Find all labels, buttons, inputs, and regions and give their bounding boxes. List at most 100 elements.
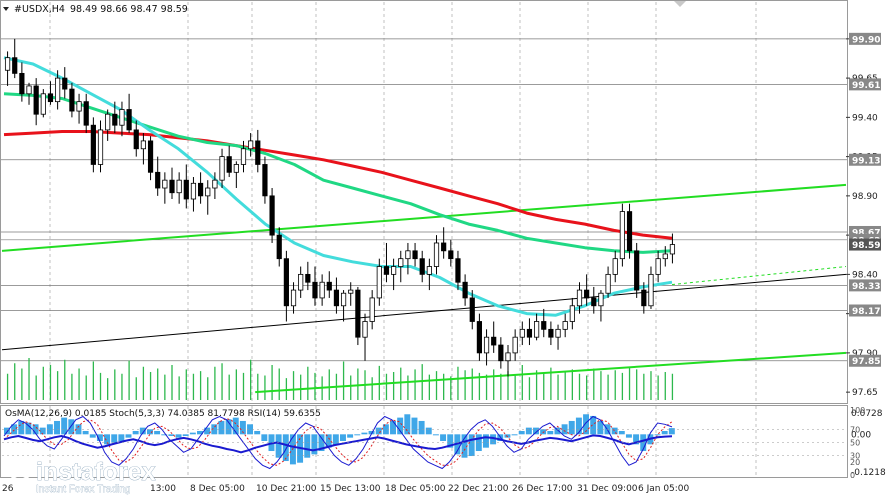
candle-body	[26, 85, 32, 95]
candle-body	[634, 250, 640, 291]
candle-body	[355, 289, 361, 338]
price-tag-label: 98.33	[852, 282, 880, 292]
indicator-tick-label: 30	[850, 452, 860, 461]
price-tag-label: 99.13	[852, 156, 880, 166]
time-tick-label: 22 Dec 21:00	[448, 484, 509, 494]
moving-average-cyan	[3, 56, 673, 317]
osma-bar	[332, 434, 339, 445]
osma-bar	[525, 427, 532, 435]
price-tag	[849, 238, 881, 251]
osma-bar	[397, 417, 404, 435]
osma-bar	[575, 417, 582, 435]
candle-body	[662, 253, 668, 260]
osma-bar	[247, 424, 254, 435]
indicator-tick-label: 0.0728	[851, 409, 883, 419]
candle-body	[448, 250, 454, 260]
time-tick-label: 15 Dec 13:00	[320, 484, 381, 494]
indicator-tick-label: 70	[850, 426, 860, 435]
indicator-panel[interactable]	[2, 406, 846, 477]
candle-body	[441, 242, 447, 252]
candle-body	[55, 77, 61, 103]
osma-bar	[197, 430, 203, 435]
indicator-tick-label: 20	[850, 458, 860, 467]
candle-body	[269, 195, 275, 236]
osma-bar	[168, 434, 175, 436]
osma-bar	[68, 419, 75, 435]
osma-bar	[89, 434, 96, 438]
time-axis: 8 Dec 05:00 10 Dec 21:00 15 Dec 13:00 18 De…	[2, 484, 690, 494]
candle-body	[491, 336, 497, 346]
osma-bar	[590, 415, 597, 435]
osma-bar	[432, 434, 439, 436]
osma-bar	[382, 424, 389, 435]
candle-body	[512, 336, 518, 354]
candle-body	[605, 273, 611, 294]
osma-bar	[232, 417, 239, 435]
shift-marker-icon[interactable]	[674, 1, 686, 7]
candle-body	[90, 124, 96, 165]
indicator-panel-frame	[0, 405, 848, 478]
candle-body	[391, 266, 397, 275]
osma-bar	[82, 430, 89, 435]
osma-bar	[132, 430, 139, 435]
candle-body	[326, 281, 332, 291]
osma-bar	[482, 434, 489, 448]
osma-bar	[161, 434, 168, 436]
price-tag	[849, 78, 881, 91]
candle-body	[62, 77, 68, 90]
candle-body	[476, 321, 483, 354]
trend-lines	[1, 183, 847, 394]
candle-body	[584, 289, 590, 299]
osma-bar	[261, 434, 268, 441]
price-panel[interactable]	[0, 2, 848, 403]
time-tick-label: 26	[2, 484, 14, 494]
osma-bar	[218, 420, 225, 435]
candle-body	[376, 266, 382, 299]
osma-bar	[182, 434, 189, 436]
osma-bar	[282, 434, 289, 462]
price-tick-label: 97.65	[852, 388, 878, 398]
osma-bar	[597, 420, 604, 435]
price-tag-label: 98.17	[852, 307, 880, 317]
osma-bar	[225, 419, 232, 435]
candle-body	[655, 258, 661, 275]
osma-bar	[340, 434, 346, 441]
osma-bar	[125, 434, 132, 438]
price-axis[interactable]: 99.9099.6599.4099.1598.9098.6598.4098.15…	[846, 32, 881, 398]
price-tag	[849, 32, 881, 45]
candle-body	[155, 171, 161, 189]
time-tick-label: 6 Jan 05:00	[638, 484, 690, 494]
symbol-label: #USDX,H4	[14, 4, 65, 15]
candle-body	[112, 113, 118, 126]
candle-body	[398, 258, 404, 267]
candle-body	[598, 292, 604, 307]
candle-body	[190, 182, 197, 200]
candle-body	[255, 140, 261, 165]
candle-body	[648, 273, 654, 307]
indicator-tick-label: 0.00	[851, 430, 871, 440]
osma-bar	[561, 424, 568, 435]
candle-body	[147, 140, 154, 173]
candle-body	[226, 156, 232, 173]
price-tick-label: 98.40	[852, 270, 878, 280]
watermark-tagline: Instant Forex Trading	[36, 484, 131, 495]
candle-body	[333, 289, 340, 307]
osma-bar	[411, 417, 418, 435]
osma-bar	[11, 424, 18, 435]
osma-bar	[361, 432, 368, 435]
osma-bar	[111, 434, 118, 443]
candle-body	[455, 258, 461, 283]
osma-bar	[254, 430, 261, 435]
candle-body	[383, 266, 390, 275]
osma-bar	[618, 430, 625, 435]
dropdown-triangle-icon[interactable]	[3, 7, 9, 11]
osma-bar	[325, 434, 332, 448]
candle-body	[526, 328, 533, 338]
watermark: instaforex Instant Forex Trading	[8, 458, 156, 495]
indicator-header: OsMA(12,26,9) 0.0185 Stoch(5,3,3) 74.038…	[5, 409, 321, 419]
osma-bar	[118, 434, 125, 441]
candle-body	[212, 179, 218, 189]
indicator-tick-label: -0.1218	[851, 468, 886, 478]
